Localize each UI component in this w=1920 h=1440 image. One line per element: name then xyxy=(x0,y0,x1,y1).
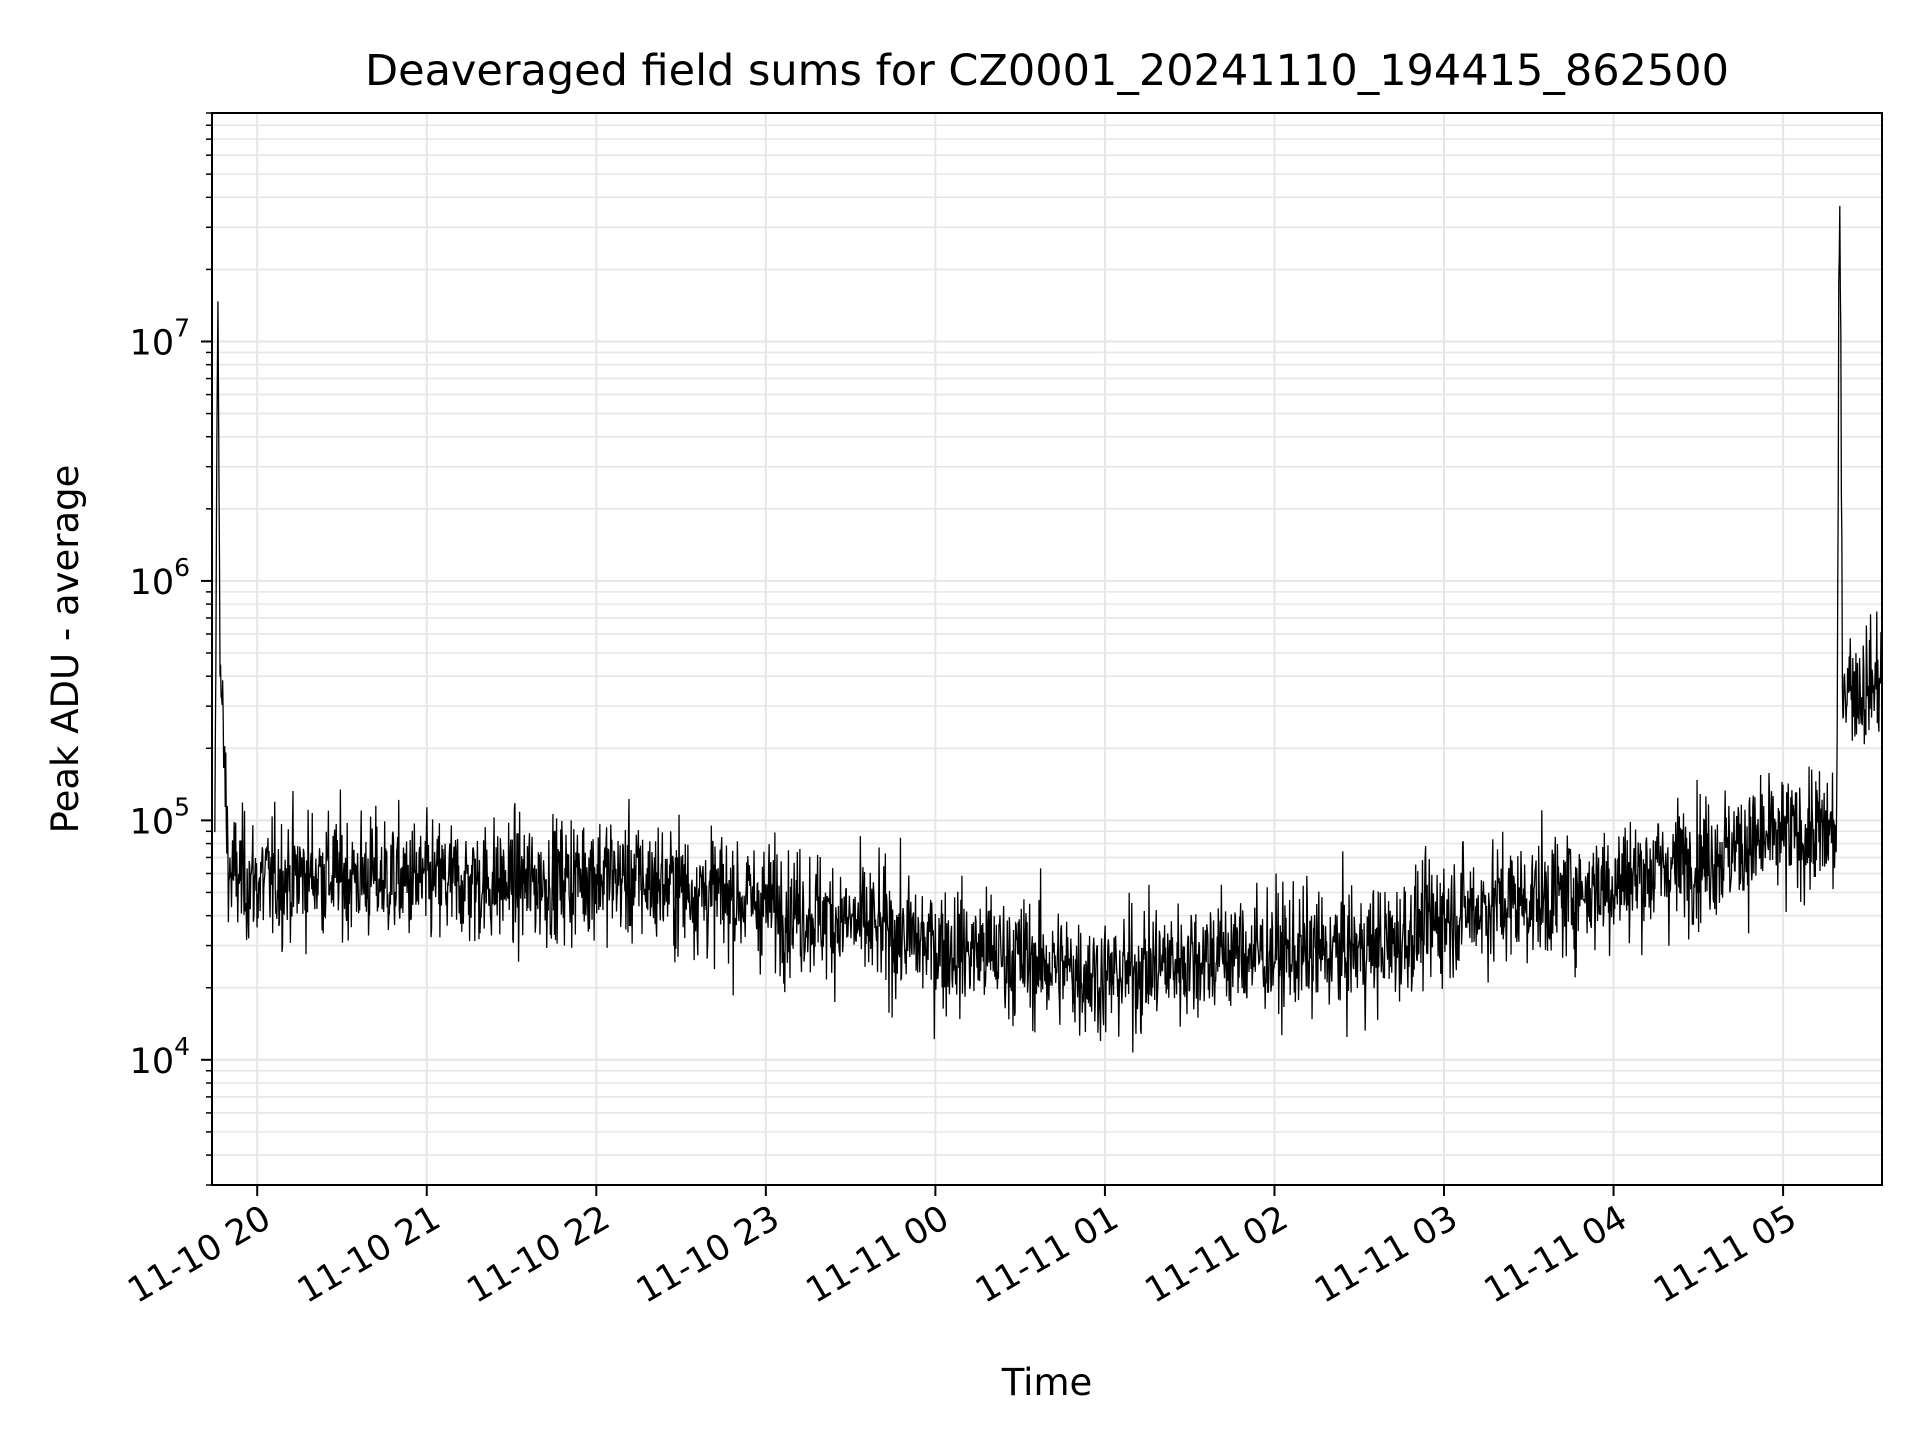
plot-frame xyxy=(211,112,1883,1186)
x-tick-label: 11-10 20 xyxy=(121,1198,277,1311)
x-tick-label: 11-10 22 xyxy=(461,1198,617,1311)
y-tick-label: 106 xyxy=(130,553,190,603)
y-axis-ticks: 104 105 106 107 xyxy=(130,112,212,1186)
series-layer xyxy=(214,205,1883,1053)
x-tick-label: 11-11 05 xyxy=(1647,1198,1803,1311)
y-axis-label: Peak ADU - average xyxy=(44,465,87,834)
x-tick-label: 11-10 21 xyxy=(291,1198,447,1311)
grid-major xyxy=(212,113,1882,1185)
x-tick-label: 11-11 02 xyxy=(1139,1198,1295,1311)
series-line xyxy=(214,205,1883,1053)
y-tick-label: 105 xyxy=(130,792,190,842)
x-tick-label: 11-10 23 xyxy=(630,1198,786,1311)
x-tick-label: 11-11 03 xyxy=(1308,1198,1464,1311)
x-tick-label: 11-11 04 xyxy=(1478,1198,1634,1311)
chart-title: Deaveraged field sums for CZ0001_2024111… xyxy=(365,46,1729,96)
x-axis-label: Time xyxy=(1001,1361,1093,1404)
y-tick-label: 104 xyxy=(130,1032,190,1082)
y-tick-label: 107 xyxy=(130,313,190,363)
x-tick-label: 11-11 01 xyxy=(969,1198,1125,1311)
x-axis-ticks: 11-10 20 11-10 21 11-10 22 11-10 23 11-11 00… xyxy=(121,1185,1804,1311)
x-tick-label: 11-11 00 xyxy=(800,1198,956,1311)
grid-minor xyxy=(212,112,1882,1186)
